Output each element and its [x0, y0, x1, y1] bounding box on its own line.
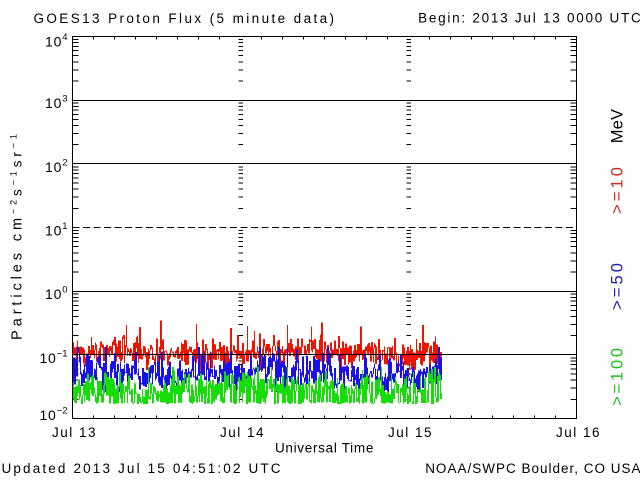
svg-text:101: 101 — [45, 221, 67, 239]
svg-text:103: 103 — [45, 94, 67, 112]
svg-text:>=100: >=100 — [609, 345, 627, 406]
svg-text:10−1: 10−1 — [39, 348, 67, 366]
svg-text:102: 102 — [45, 157, 67, 175]
svg-text:Universal Time: Universal Time — [275, 441, 374, 456]
svg-text:104: 104 — [45, 32, 67, 50]
svg-text:Jul 13: Jul 13 — [52, 425, 97, 440]
svg-text:Updated 2013 Jul 15 04:51:02 U: Updated 2013 Jul 15 04:51:02 UTC — [2, 461, 283, 476]
svg-text:>=50: >=50 — [609, 260, 627, 310]
svg-text:NOAA/SWPC Boulder, CO USA: NOAA/SWPC Boulder, CO USA — [425, 461, 640, 476]
svg-text:Jul 15: Jul 15 — [388, 425, 433, 440]
svg-text:Jul 14: Jul 14 — [220, 425, 265, 440]
svg-text:10−2: 10−2 — [39, 406, 67, 424]
svg-text:Particles cm−2s−1sr−1: Particles cm−2s−1sr−1 — [9, 130, 26, 340]
svg-text:>=10: >=10 — [609, 164, 627, 214]
svg-text:GOES13 Proton Flux (5 minute d: GOES13 Proton Flux (5 minute data) — [34, 11, 337, 26]
svg-text:MeV: MeV — [609, 109, 627, 144]
svg-text:Jul 16: Jul 16 — [556, 425, 601, 440]
svg-text:100: 100 — [45, 285, 67, 303]
svg-text:Begin: 2013 Jul 13 0000 UTC: Begin: 2013 Jul 13 0000 UTC — [418, 11, 640, 26]
